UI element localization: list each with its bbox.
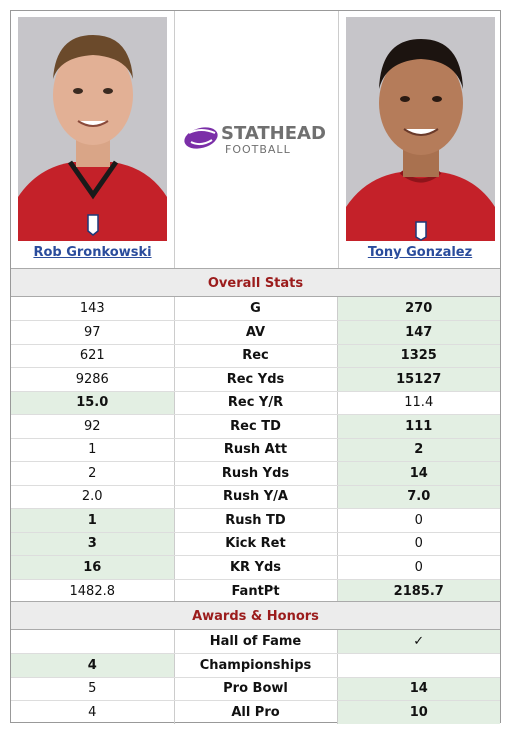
right-player-value: 147: [337, 320, 500, 345]
right-player-value: 14: [337, 677, 500, 701]
right-player-value: 7.0: [337, 485, 500, 509]
stat-label: Rush TD: [174, 508, 338, 533]
left-player-value: 92: [11, 414, 175, 439]
football-icon: [184, 127, 218, 149]
stat-label: Rec TD: [174, 414, 338, 439]
stat-row: 9286 Rec Yds 15127: [11, 367, 500, 392]
stat-row: 4 Championships: [11, 653, 500, 678]
stat-label: Rush Att: [174, 438, 338, 462]
right-player-value: 1325: [337, 344, 500, 368]
left-player-value: 621: [11, 344, 175, 368]
right-player-value: 2185.7: [337, 579, 500, 603]
left-player-value: 1: [11, 508, 175, 533]
stat-row: 2 Rush Yds 14: [11, 461, 500, 486]
section-header-overall: Overall Stats: [11, 268, 500, 297]
left-player-value: [11, 630, 175, 654]
stat-row: 16 KR Yds 0: [11, 555, 500, 580]
stat-row: 3 Kick Ret 0: [11, 532, 500, 556]
right-player-value: ✓: [337, 630, 500, 654]
left-player-value: 15.0: [11, 391, 175, 415]
left-player-value: 4: [11, 700, 175, 724]
stat-row: 621 Rec 1325: [11, 344, 500, 368]
awards-table: Hall of Fame ✓ 4 Championships 5 Pro Bowl 14 4 A…: [11, 630, 500, 724]
stat-label: KR Yds: [174, 555, 338, 580]
stat-label: Rush Yds: [174, 461, 338, 486]
right-player-value: 0: [337, 532, 500, 556]
stat-row: 1 Rush Att 2: [11, 438, 500, 462]
stat-row: 92 Rec TD 111: [11, 414, 500, 439]
overall-stats-table: 143 G 270 97 AV 147 621 Rec 1325 9286 Rec Yds 15127…: [11, 297, 500, 603]
stat-label: Hall of Fame: [174, 630, 338, 654]
right-player-value: 0: [337, 555, 500, 580]
left-player-value: 97: [11, 320, 175, 345]
left-player-value: 1482.8: [11, 579, 175, 603]
player-link-left[interactable]: Rob Gronkowski: [33, 245, 152, 260]
stat-row: 4 All Pro 10: [11, 700, 500, 724]
stat-row: 5 Pro Bowl 14: [11, 677, 500, 701]
stat-row: 143 G 270: [11, 297, 500, 321]
left-player-value: 3: [11, 532, 175, 556]
logo-text-football: FOOTBALL: [225, 143, 291, 156]
player-cell-right: Tony Gonzalez: [338, 11, 501, 268]
comparison-table: Rob Gronkowski STATHEAD FOOTBALL: [10, 10, 501, 724]
right-player-value: 14: [337, 461, 500, 486]
player-link-right[interactable]: Tony Gonzalez: [367, 245, 473, 260]
left-player-value: 2.0: [11, 485, 175, 509]
left-player-value: 5: [11, 677, 175, 701]
left-player-value: 2: [11, 461, 175, 486]
stat-label: All Pro: [174, 700, 338, 724]
stat-label: G: [174, 297, 338, 321]
stat-label: AV: [174, 320, 338, 345]
player-photo-right: [346, 17, 495, 241]
section-header-awards: Awards & Honors: [11, 601, 500, 630]
stat-label: Championships: [174, 653, 338, 678]
stat-label: FantPt: [174, 579, 338, 603]
stat-label: Rec Yds: [174, 367, 338, 392]
headshot-image: [346, 17, 495, 241]
player-cell-left: Rob Gronkowski: [11, 11, 175, 268]
stat-row: Hall of Fame ✓: [11, 630, 500, 654]
player-header-row: Rob Gronkowski STATHEAD FOOTBALL: [11, 11, 500, 268]
right-player-value: [337, 653, 500, 678]
logo-cell: STATHEAD FOOTBALL: [175, 11, 337, 268]
stat-label: Kick Ret: [174, 532, 338, 556]
stat-row: 97 AV 147: [11, 320, 500, 345]
right-player-value: 10: [337, 700, 500, 724]
right-player-value: 270: [337, 297, 500, 321]
stat-row: 15.0 Rec Y/R 11.4: [11, 391, 500, 415]
headshot-image: [18, 17, 167, 241]
stat-label: Pro Bowl: [174, 677, 338, 701]
stathead-logo[interactable]: STATHEAD FOOTBALL: [181, 121, 333, 157]
left-player-value: 4: [11, 653, 175, 678]
right-player-value: 2: [337, 438, 500, 462]
stat-row: 1 Rush TD 0: [11, 508, 500, 533]
left-player-value: 1: [11, 438, 175, 462]
stat-row: 1482.8 FantPt 2185.7: [11, 579, 500, 603]
right-player-value: 111: [337, 414, 500, 439]
stat-label: Rec Y/R: [174, 391, 338, 415]
stat-label: Rush Y/A: [174, 485, 338, 509]
stat-row: 2.0 Rush Y/A 7.0: [11, 485, 500, 509]
left-player-value: 16: [11, 555, 175, 580]
right-player-value: 0: [337, 508, 500, 533]
right-player-value: 11.4: [337, 391, 500, 415]
player-photo-left: [18, 17, 167, 241]
left-player-value: 9286: [11, 367, 175, 392]
stat-label: Rec: [174, 344, 338, 368]
logo-text-stathead: STATHEAD: [221, 123, 326, 144]
left-player-value: 143: [11, 297, 175, 321]
right-player-value: 15127: [337, 367, 500, 392]
